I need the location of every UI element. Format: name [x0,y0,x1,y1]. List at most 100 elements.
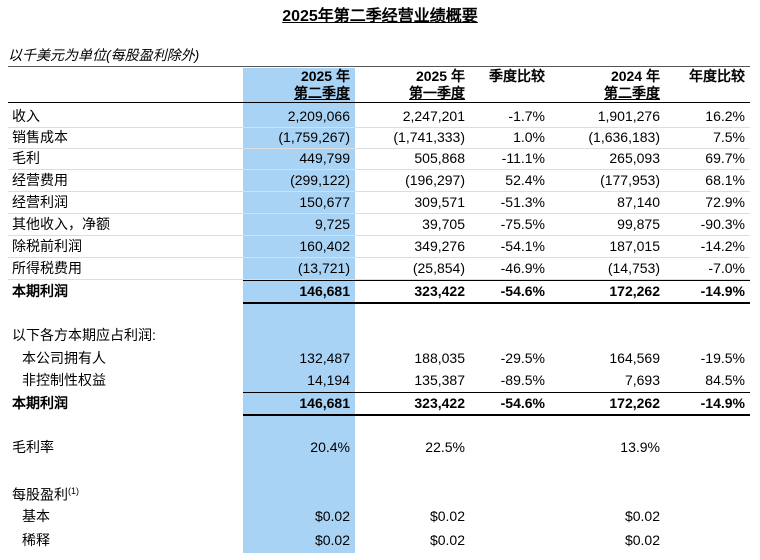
rule [243,280,750,281]
cell: 2,247,201 [402,108,465,124]
cell: 309,571 [414,194,465,210]
cell: -54.1% [500,238,545,254]
cell: 39,705 [422,216,465,232]
cell: 349,276 [414,238,465,254]
row-label: 除税前利润 [12,238,82,254]
cell: $0.02 [429,532,465,548]
row-label: 每股盈利(1) [12,486,79,503]
subtitle: 以千美元为单位(每股盈利除外) [8,47,200,63]
row-label: 经营利润 [12,194,68,210]
row-label: 本期利润 [12,395,68,411]
cell: (1,759,267) [278,129,350,145]
row-rule [8,279,750,280]
footnote-mark: (1) [68,486,79,496]
cell: 84.5% [705,372,745,388]
cell: 188,035 [414,350,465,366]
row-rule [8,148,750,149]
column-header: 2025 年 [415,68,465,84]
cell: -51.3% [500,194,545,210]
cell: 13.9% [620,439,660,455]
cell: -7.0% [708,260,745,276]
rule [243,414,750,416]
column-header: 2025 年 [300,68,350,84]
cell: -89.5% [500,372,545,388]
cell: (1,636,183) [588,129,660,145]
cell: 172,262 [609,395,660,411]
column-header: 第一季度 [409,85,465,101]
cell: $0.02 [429,508,465,524]
row-label: 稀释 [22,532,50,548]
cell: 7,693 [624,372,660,388]
cell: 150,677 [299,194,350,210]
rule [243,302,750,304]
cell: -14.2% [700,238,745,254]
cell: 16.2% [705,108,745,124]
cell: 132,487 [299,350,350,366]
cell: 135,387 [414,372,465,388]
title: 2025年第二季经营业绩概要 [282,8,478,25]
row-rule [8,191,750,192]
cell: -1.7% [508,108,545,124]
cell: 68.1% [705,172,745,188]
cell: -14.9% [700,283,745,299]
row-label: 毛利率 [12,439,54,455]
cell: -75.5% [500,216,545,232]
cell: 1.0% [513,129,545,145]
cell: (196,297) [405,172,465,188]
column-header: 季度比较 [489,68,545,84]
column-header: 2024 年 [610,68,660,84]
cell: 265,093 [609,150,660,166]
cell: 22.5% [425,439,465,455]
row-rule [8,213,750,214]
column-header: 第二季度 [294,85,350,101]
row-label: 毛利 [12,150,40,166]
cell: 323,422 [414,395,465,411]
row-label: 本期利润 [12,283,68,299]
column-header: 第二季度 [604,85,660,101]
row-rule [8,127,750,128]
cell: 87,140 [617,194,660,210]
cell: -90.3% [700,216,745,232]
cell: (1,741,333) [393,129,465,145]
cell: 20.4% [310,439,350,455]
rule [8,66,750,67]
cell: $0.02 [624,508,660,524]
row-rule [8,257,750,258]
cell: 146,681 [299,395,350,411]
row-rule [8,169,750,170]
cell: 14,194 [307,372,350,388]
cell: 72.9% [705,194,745,210]
cell: -14.9% [700,395,745,411]
cell: -19.5% [700,350,745,366]
cell: 323,422 [414,283,465,299]
cell: 9,725 [314,216,350,232]
row-label: 非控制性权益 [22,372,106,388]
cell: -29.5% [500,350,545,366]
cell: 99,875 [617,216,660,232]
cell: (14,753) [607,260,660,276]
cell: 146,681 [299,283,350,299]
row-rule [8,235,750,236]
cell: 52.4% [505,172,545,188]
row-label: 以下各方本期应占利润: [12,327,156,343]
cell: 69.7% [705,150,745,166]
cell: -11.1% [501,150,545,166]
cell: 164,569 [609,350,660,366]
cell: 160,402 [299,238,350,254]
column-header: 年度比较 [689,68,745,84]
cell: -54.6% [500,395,545,411]
cell: 2,209,066 [287,108,350,124]
rule [8,102,750,103]
row-label: 收入 [12,108,40,124]
cell: $0.02 [624,532,660,548]
cell: $0.02 [314,532,350,548]
cell: -54.6% [500,283,545,299]
row-label: 经营费用 [12,172,68,188]
cell: (299,122) [290,172,350,188]
cell: (177,953) [600,172,660,188]
row-label: 所得税费用 [12,260,82,276]
cell: (25,854) [412,260,465,276]
row-label: 销售成本 [12,129,68,145]
row-label: 其他收入，净额 [12,216,110,232]
